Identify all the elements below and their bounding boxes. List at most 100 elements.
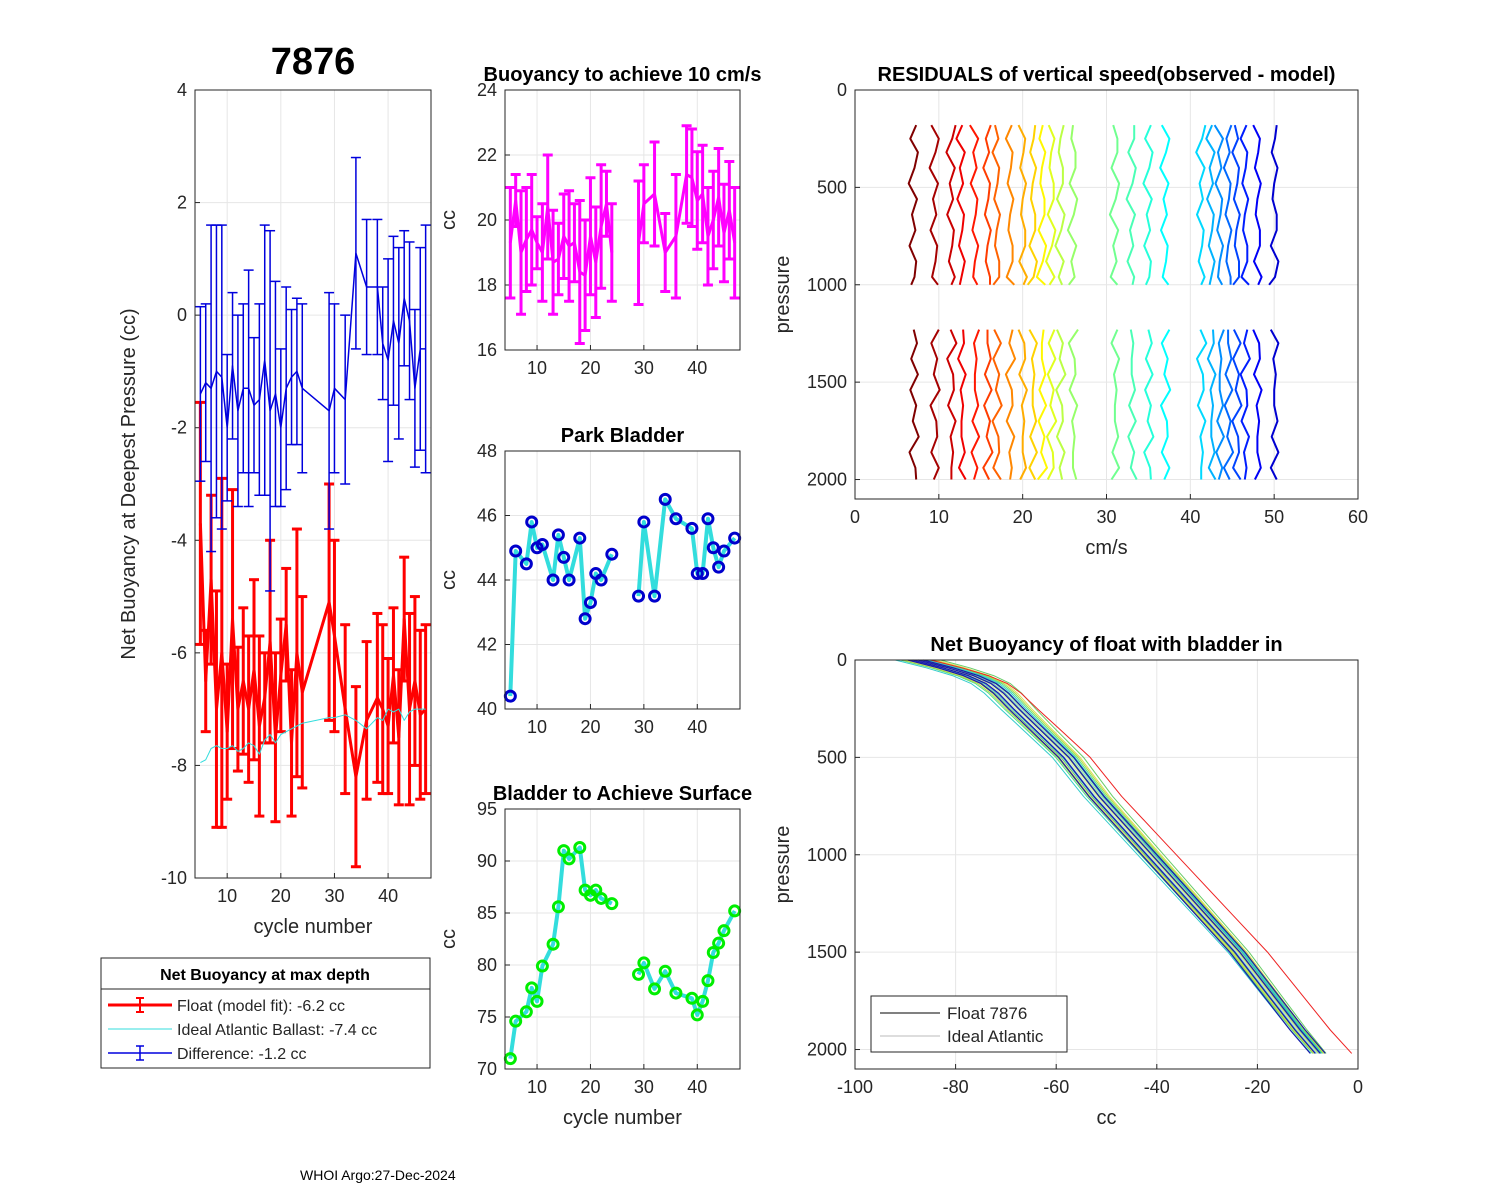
residual-profile-upper	[1045, 124, 1057, 286]
figure-title: 7876	[271, 41, 356, 83]
data-point	[690, 567, 704, 581]
residual-profile-upper	[1125, 125, 1137, 286]
residual-profile-upper	[1252, 124, 1263, 286]
residual-profile-lower	[1046, 329, 1058, 480]
residual-profile-lower	[982, 329, 994, 480]
data-point	[594, 891, 608, 905]
residual-profile-lower	[1196, 329, 1208, 480]
x-tick-label: 0	[850, 507, 860, 527]
residual-profile-lower	[1143, 329, 1155, 480]
axis-title: Net Buoyancy of float with bladder in	[930, 634, 1282, 656]
data-point	[583, 596, 597, 610]
data-point	[637, 956, 651, 970]
y-axis-label: cc	[438, 570, 460, 590]
y-tick-label: 40	[477, 699, 497, 719]
data-point	[578, 612, 592, 626]
data-point	[648, 589, 662, 603]
data-point	[546, 573, 560, 587]
x-tick-label: 10	[527, 717, 547, 737]
y-tick-label: 0	[837, 80, 847, 100]
y-axis-label: cc	[438, 210, 460, 230]
outlier-profile-line	[930, 659, 1353, 1054]
ideal-profile-line	[895, 659, 1312, 1054]
y-tick-label: 95	[477, 799, 497, 819]
panel-net-buoyancy: 10 20 30 40 -10 -8 -6 -4 -2 0 2 4 cycle number Net Bu…	[118, 80, 432, 938]
data-point	[573, 840, 587, 854]
data-point	[525, 981, 539, 995]
residual-profile-upper	[1159, 124, 1171, 286]
x-tick-label: 20	[580, 1077, 600, 1097]
data-point	[519, 557, 533, 571]
y-tick-label: 1000	[807, 275, 847, 295]
residual-profile-lower	[908, 329, 920, 480]
x-tick-label: 40	[687, 717, 707, 737]
data-point	[696, 567, 710, 581]
data-point	[632, 589, 646, 603]
legend-label-float: Float (model fit): -6.2 cc	[177, 998, 345, 1015]
legend-label-ideal: Ideal Atlantic Ballast: -7.4 cc	[177, 1022, 377, 1039]
data-point	[690, 1008, 704, 1022]
ideal-profile-line	[940, 659, 1327, 1054]
x-tick-label: 10	[929, 507, 949, 527]
difference-series-line	[199, 252, 426, 429]
panel-park-bladder: 10 20 30 40 40 42 44 46 48 Park Bladder cc	[438, 425, 742, 737]
x-tick-label: 30	[634, 1077, 654, 1097]
data-point	[535, 538, 549, 552]
data-point	[696, 994, 710, 1008]
x-tick-label: -60	[1043, 1077, 1069, 1097]
float-profile-line	[907, 659, 1311, 1054]
residual-profile-upper	[907, 124, 919, 286]
residual-profile-upper	[1142, 124, 1154, 286]
x-tick-label: 20	[1013, 507, 1033, 527]
data-point	[562, 852, 576, 866]
x-tick-label: 30	[1096, 507, 1116, 527]
y-tick-label: -4	[171, 530, 187, 550]
series-line	[636, 909, 737, 1017]
residual-profile-upper	[1213, 124, 1224, 286]
residual-profile-lower	[1004, 329, 1017, 480]
residual-profile-lower	[957, 329, 967, 480]
x-tick-label: -100	[837, 1077, 873, 1097]
data-point	[573, 531, 587, 545]
data-point	[605, 897, 619, 911]
data-point	[658, 964, 672, 978]
data-point	[557, 550, 571, 564]
x-tick-label: 10	[217, 886, 237, 906]
axes-frame	[504, 450, 741, 710]
data-point	[632, 967, 646, 981]
float-series-line	[198, 523, 427, 779]
y-tick-label: 2000	[807, 470, 847, 490]
x-tick-label: 20	[580, 358, 600, 378]
data-point	[685, 521, 699, 535]
y-tick-label: 48	[477, 441, 497, 461]
y-tick-label: 80	[477, 955, 497, 975]
residual-profile-upper	[1004, 124, 1016, 286]
panel-net-buoyancy-bladder: -100 -80 -60 -40 -20 0 0 500 1000 1500 2000 Net Buo…	[772, 634, 1363, 1129]
y-axis-label: Net Buoyancy at Deepest Pressure (cc)	[118, 308, 140, 659]
residual-profile-lower	[1127, 329, 1138, 480]
residual-profile-lower	[1215, 329, 1225, 480]
data-point	[706, 541, 720, 555]
residual-profile-upper	[928, 124, 940, 286]
axis-title: Park Bladder	[561, 425, 685, 447]
residual-profile-upper	[1054, 124, 1066, 286]
data-point	[712, 560, 726, 574]
ideal-profile-line	[900, 659, 1314, 1054]
x-tick-label: 10	[527, 1077, 547, 1097]
residual-profile-lower	[1160, 329, 1172, 480]
data-point	[658, 492, 672, 506]
data-point	[546, 937, 560, 951]
y-tick-label: 500	[817, 177, 847, 197]
axes-frame	[504, 89, 741, 351]
residual-profile-upper	[1205, 124, 1216, 286]
axes-frame	[854, 89, 1359, 500]
x-tick-label: 50	[1264, 507, 1284, 527]
residual-profile-upper	[1066, 124, 1079, 286]
data-point	[525, 515, 539, 529]
residual-profile-upper	[1026, 124, 1038, 286]
residual-profile-upper	[1108, 124, 1121, 286]
y-axis-label: pressure	[772, 826, 794, 904]
ideal-profile-line	[930, 659, 1324, 1054]
x-tick-label: 20	[271, 886, 291, 906]
residual-profile-lower	[991, 329, 1003, 481]
